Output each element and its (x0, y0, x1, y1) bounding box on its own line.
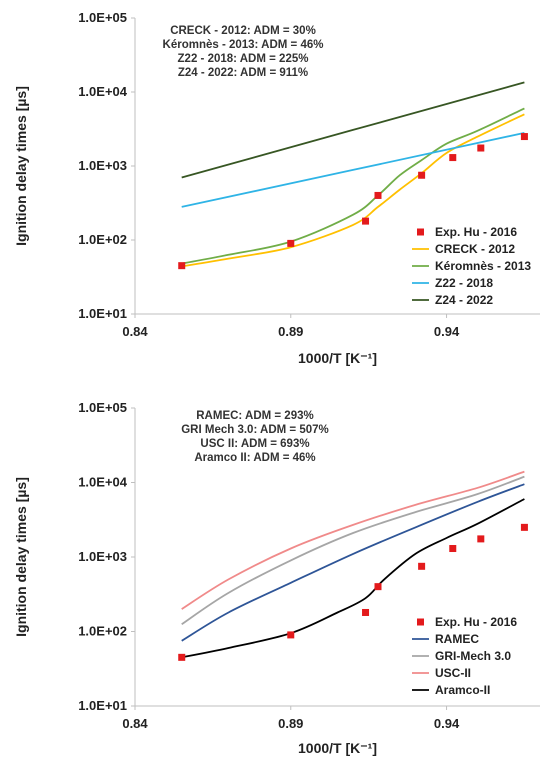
data-point (178, 653, 186, 661)
data-point (287, 239, 295, 247)
data-point (362, 608, 370, 616)
x-tick-label: 0.89 (278, 324, 303, 339)
x-tick-label: 0.84 (122, 324, 148, 339)
data-point (178, 262, 186, 270)
y-tick-label: 1.0E+02 (78, 624, 127, 639)
x-tick-label: 0.84 (122, 716, 148, 731)
y-tick-label: 1.0E+05 (78, 10, 127, 25)
data-point (520, 523, 528, 531)
data-point (477, 535, 485, 543)
data-point (520, 133, 528, 141)
y-tick-label: 1.0E+02 (78, 232, 127, 247)
legend-label: Z24 - 2022 (435, 293, 493, 307)
legend-label: Aramco-II (435, 683, 490, 697)
legend-label: Exp. Hu - 2016 (435, 615, 517, 629)
y-tick-label: 1.0E+05 (78, 400, 127, 415)
data-point (418, 562, 426, 570)
data-point (287, 631, 295, 639)
legend-label: Exp. Hu - 2016 (435, 225, 517, 239)
data-point (449, 545, 457, 553)
x-tick-label: 0.94 (434, 716, 460, 731)
x-axis-title: 1000/T [K⁻¹] (298, 740, 377, 756)
legend-label: CRECK - 2012 (435, 242, 515, 256)
y-tick-label: 1.0E+01 (78, 698, 127, 713)
adm-annotation: RAMEC: ADM = 293% (196, 410, 313, 422)
x-tick-label: 0.89 (278, 716, 303, 731)
series-line-z24-2022 (181, 81, 525, 179)
series-line-usc-ii (181, 470, 525, 610)
series-line-ramec (181, 483, 525, 642)
ignition-delay-chart-bottom: 1.0E+01 1.0E+02 1.0E+03 1.0E+04 1.0E+05 0.84 0… (13, 400, 540, 756)
legend-marker (417, 618, 424, 626)
adm-annotation: GRI Mech 3.0: ADM = 507% (181, 424, 329, 436)
legend-label: USC-II (435, 666, 471, 680)
adm-annotation: Z24 - 2022: ADM = 911% (178, 67, 308, 79)
y-tick-label: 1.0E+01 (78, 306, 127, 321)
series-line-k-romn-s-2013 (181, 107, 525, 265)
y-tick-label: 1.0E+04 (78, 84, 128, 99)
y-tick-label: 1.0E+03 (78, 158, 127, 173)
ignition-delay-chart-top: 1.0E+01 1.0E+02 1.0E+03 1.0E+04 1.0E+05 0.84 0… (13, 10, 540, 366)
data-point (449, 154, 457, 162)
series-line-creck-2012 (181, 113, 525, 268)
legend-label: Z22 - 2018 (435, 276, 493, 290)
data-point (418, 171, 426, 179)
y-tick-label: 1.0E+04 (78, 475, 128, 490)
series-line-z22-2018 (181, 132, 525, 208)
legend-label: RAMEC (435, 632, 479, 646)
adm-annotation: Aramco II: ADM = 46% (194, 452, 315, 464)
y-axis-title: Ignition delay times [µs] (13, 477, 29, 637)
series-line-aramco-ii (181, 498, 525, 659)
adm-annotation: USC II: ADM = 693% (200, 438, 309, 450)
series-line-gri-mech-3-0 (181, 475, 525, 626)
x-tick-label: 0.94 (434, 324, 460, 339)
data-point (374, 583, 382, 591)
adm-annotation: CRECK - 2012: ADM = 30% (170, 25, 316, 37)
legend-marker (417, 228, 424, 236)
data-point (362, 217, 370, 225)
legend-label: GRI-Mech 3.0 (435, 649, 511, 663)
data-point (374, 191, 382, 199)
legend-label: Kéromnès - 2013 (435, 259, 531, 273)
data-point (477, 144, 485, 152)
y-axis-title: Ignition delay times [µs] (13, 86, 29, 246)
y-tick-label: 1.0E+03 (78, 549, 127, 564)
adm-annotation: Z22 - 2018: ADM = 225% (178, 53, 309, 65)
adm-annotation: Kéromnès - 2013: ADM = 46% (163, 39, 324, 51)
x-axis-title: 1000/T [K⁻¹] (298, 350, 377, 366)
